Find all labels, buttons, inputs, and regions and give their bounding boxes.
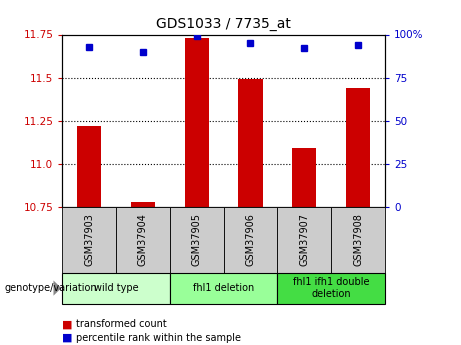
Bar: [170, 273, 278, 304]
Text: GSM37908: GSM37908: [353, 213, 363, 266]
Text: genotype/variation: genotype/variation: [5, 283, 97, 293]
Bar: [184, 38, 209, 207]
Text: fhl1 deletion: fhl1 deletion: [193, 283, 254, 293]
Bar: [278, 273, 385, 304]
Bar: [331, 207, 385, 273]
Bar: [238, 79, 263, 207]
Text: GSM37903: GSM37903: [84, 213, 94, 266]
Bar: [346, 88, 370, 207]
Bar: [292, 148, 316, 207]
Bar: [278, 207, 331, 273]
Title: GDS1033 / 7735_at: GDS1033 / 7735_at: [156, 17, 291, 31]
Text: transformed count: transformed count: [76, 319, 167, 329]
Text: fhl1 ifh1 double
deletion: fhl1 ifh1 double deletion: [293, 277, 369, 299]
Bar: [62, 273, 170, 304]
Text: ■: ■: [62, 333, 73, 343]
Text: GSM37904: GSM37904: [138, 213, 148, 266]
Bar: [131, 202, 155, 207]
Text: ■: ■: [62, 319, 73, 329]
Bar: [116, 207, 170, 273]
Text: GSM37905: GSM37905: [192, 213, 202, 266]
Bar: [62, 207, 116, 273]
Bar: [170, 207, 224, 273]
Text: wild type: wild type: [94, 283, 138, 293]
Bar: [224, 207, 278, 273]
Polygon shape: [53, 280, 61, 296]
Bar: [77, 126, 101, 207]
Text: GSM37906: GSM37906: [245, 213, 255, 266]
Text: percentile rank within the sample: percentile rank within the sample: [76, 333, 241, 343]
Text: GSM37907: GSM37907: [299, 213, 309, 266]
